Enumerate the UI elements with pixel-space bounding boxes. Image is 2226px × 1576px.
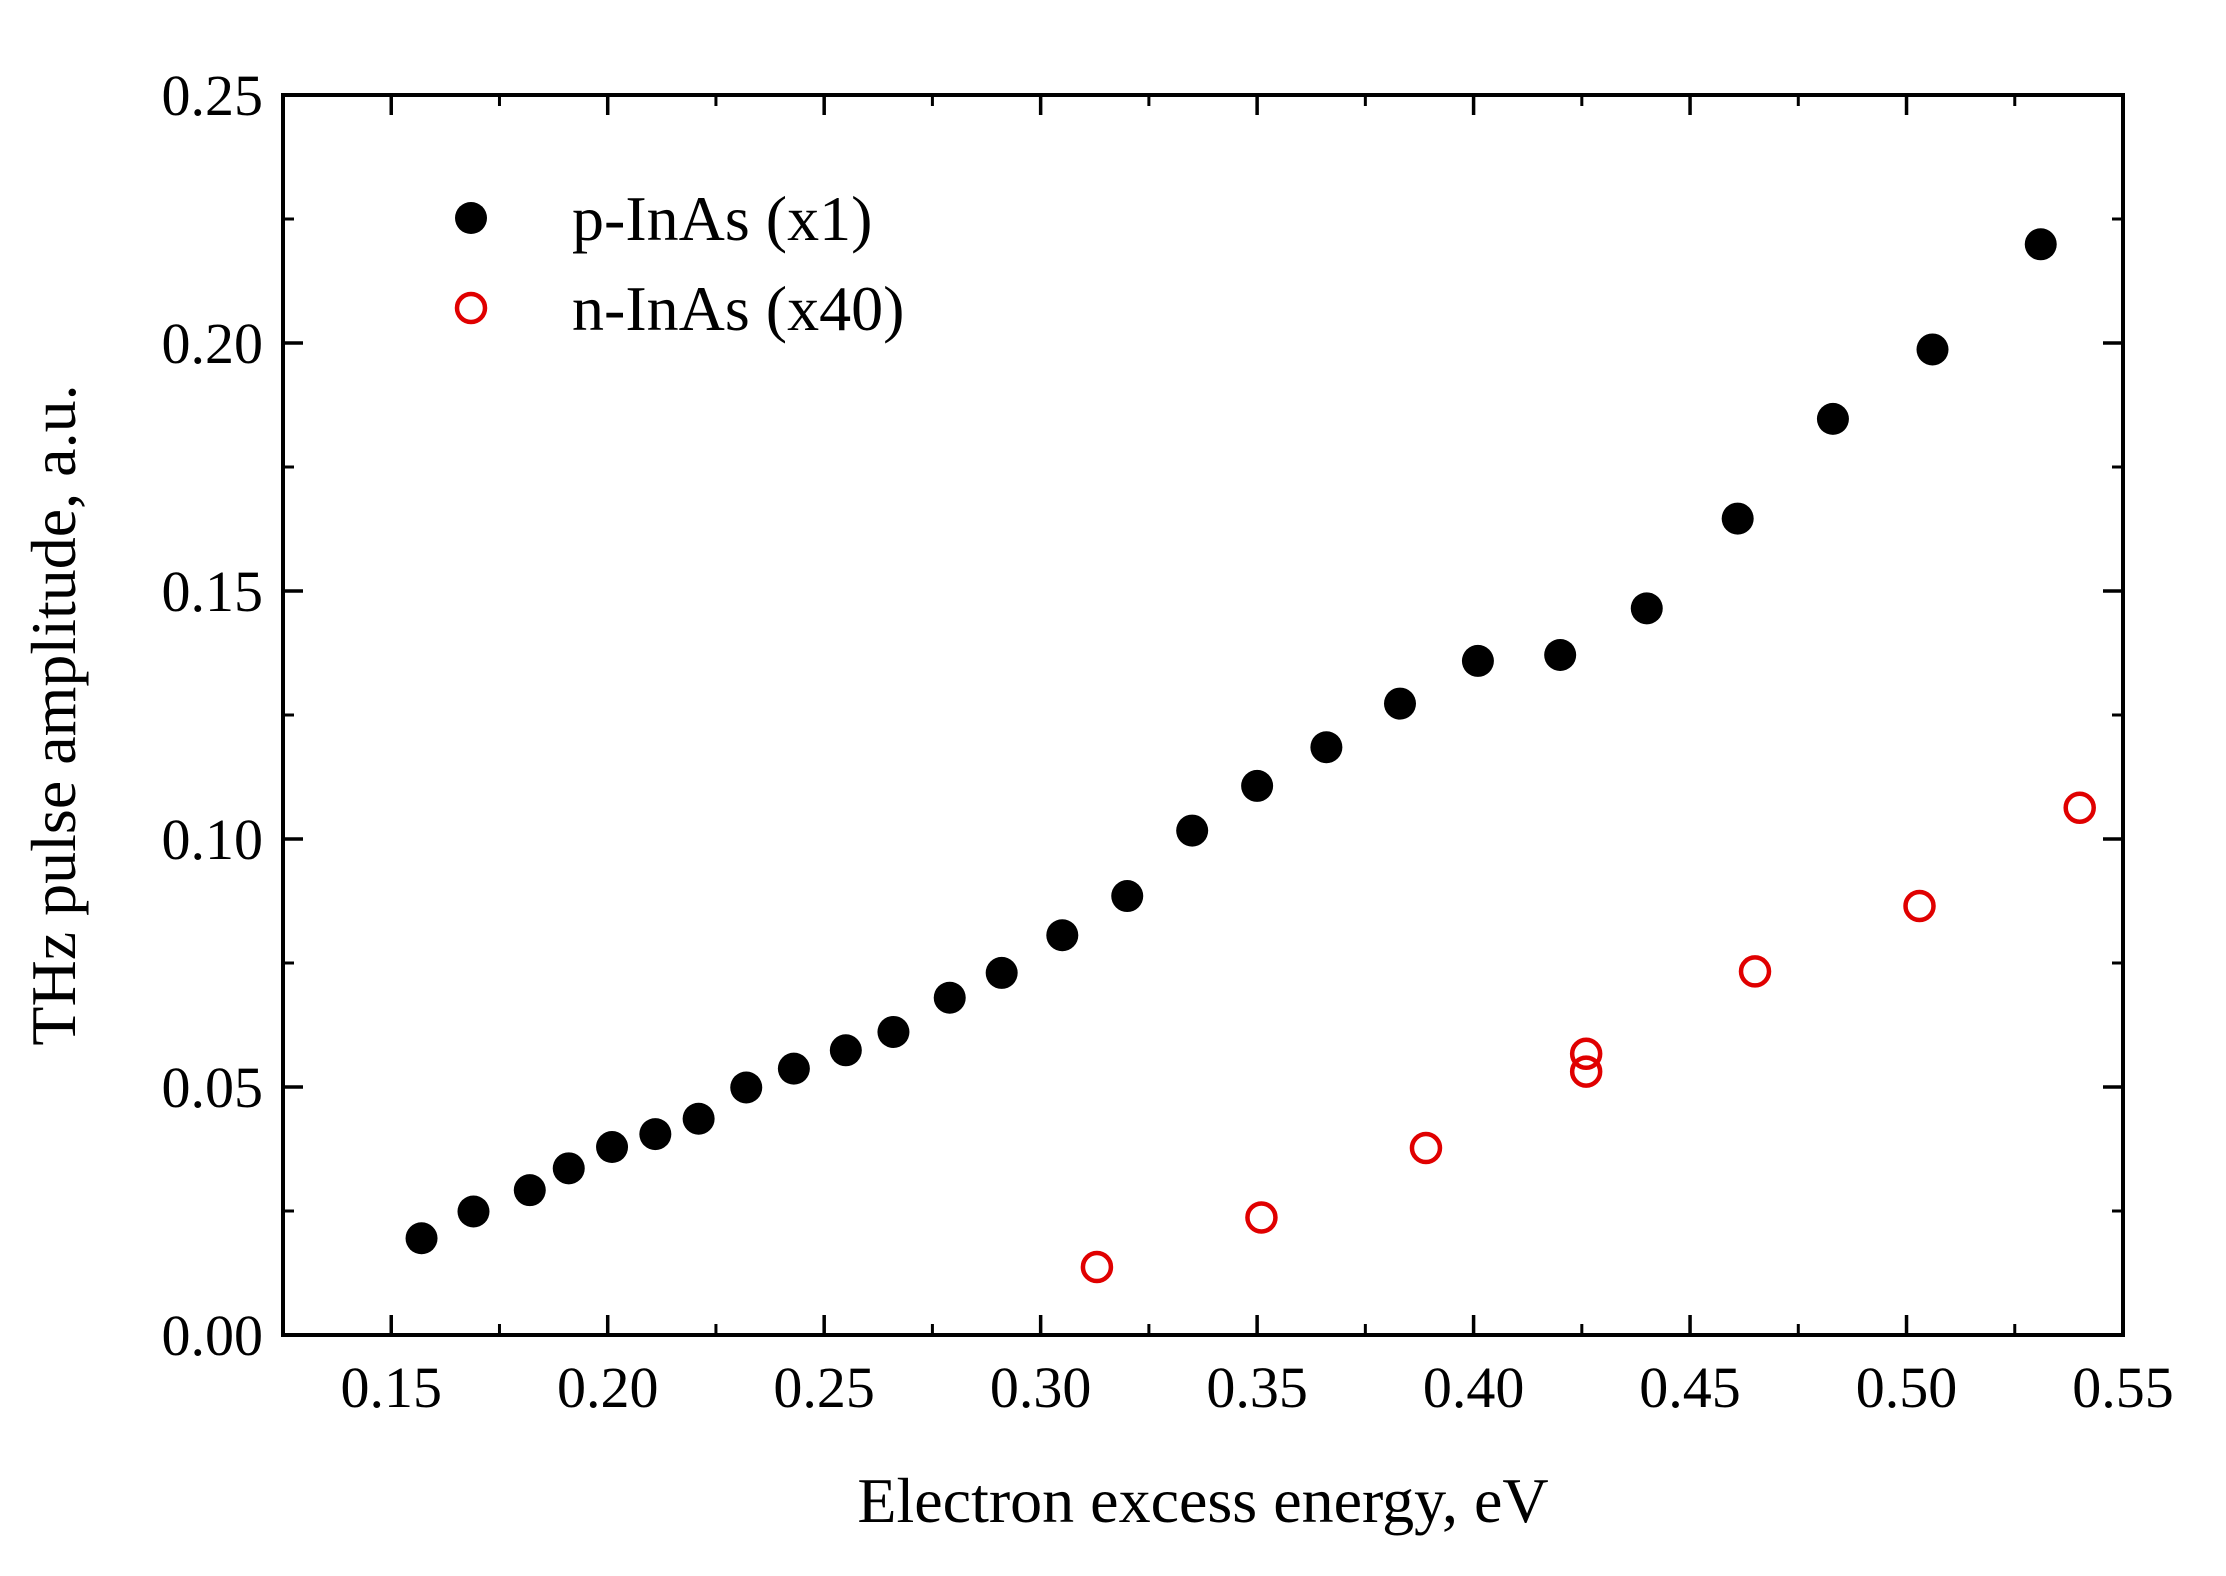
p-inas-point — [829, 1034, 862, 1067]
p-inas-point — [682, 1102, 715, 1135]
p-inas-point — [1383, 687, 1416, 720]
n-inas-point — [1245, 1201, 1278, 1234]
p-inas-point — [552, 1152, 585, 1185]
p-inas-point — [1241, 769, 1274, 802]
n-inas-point — [1903, 889, 1936, 923]
legend-marker-p-inas — [455, 202, 487, 234]
p-inas-point — [1310, 731, 1343, 764]
p-inas-point — [1176, 814, 1209, 847]
p-inas-point — [985, 956, 1018, 989]
x-axis-title: Electron excess energy, eV — [857, 1465, 1548, 1536]
n-inas-point — [1080, 1250, 1114, 1284]
p-inas-point — [2024, 228, 2057, 261]
p-inas-point — [1916, 333, 1949, 366]
y-axis-title: THz pulse amplitude, a.u. — [18, 384, 89, 1045]
ticks-layer: 0.15 0.20 0.25 0.30 0.35 0.40 0.45 0.50 0.55 0.00… — [162, 63, 2174, 1420]
p-inas-point — [1544, 638, 1577, 671]
x-tick-label: 0.25 — [773, 1355, 875, 1420]
p-inas-point — [457, 1195, 490, 1228]
p-inas-point — [1721, 502, 1754, 535]
p-inas-point — [877, 1015, 910, 1048]
legend-label-p-inas: p-InAs (x1) — [572, 183, 872, 254]
y-tick-label: 0.25 — [162, 63, 264, 128]
p-inas-point — [1111, 880, 1144, 913]
n-inas-point — [1569, 1055, 1603, 1088]
p-inas-point — [730, 1071, 763, 1104]
x-tick-label: 0.50 — [1856, 1355, 1958, 1420]
x-tick-label: 0.35 — [1206, 1355, 1308, 1420]
x-tick-label: 0.40 — [1423, 1355, 1525, 1420]
p-inas-point — [777, 1052, 810, 1085]
p-inas-point — [405, 1222, 438, 1255]
p-inas-point — [596, 1131, 629, 1164]
p-inas-point — [639, 1118, 672, 1151]
x-tick-label: 0.30 — [990, 1355, 1092, 1420]
p-inas-point — [1630, 592, 1663, 625]
p-inas-point — [933, 981, 966, 1014]
legend-label-n-inas: n-InAs (x40) — [572, 273, 904, 344]
x-tick-label: 0.15 — [340, 1355, 442, 1420]
y-tick-label: 0.15 — [162, 559, 264, 624]
y-tick-label: 0.00 — [162, 1303, 264, 1368]
n-inas-point — [1738, 955, 1772, 988]
p-inas-point — [1461, 644, 1494, 677]
p-inas-point — [513, 1174, 546, 1207]
y-tick-label: 0.20 — [162, 311, 264, 376]
plot-frame — [281, 93, 2125, 1337]
points-layer — [405, 228, 2096, 1284]
n-inas-point — [1409, 1131, 1443, 1165]
p-inas-point — [1816, 402, 1849, 435]
x-tick-label: 0.20 — [557, 1355, 659, 1420]
y-tick-label: 0.05 — [162, 1055, 264, 1120]
n-inas-point — [1569, 1037, 1603, 1071]
legend-marker-n-inas — [454, 291, 488, 325]
n-inas-point — [2063, 791, 2096, 825]
y-tick-label: 0.10 — [162, 807, 264, 872]
p-inas-point — [1046, 919, 1079, 952]
legend: p-InAs (x1) n-InAs (x40) — [454, 183, 904, 344]
x-tick-label: 0.45 — [1639, 1355, 1741, 1420]
x-tick-label: 0.55 — [2072, 1355, 2174, 1420]
